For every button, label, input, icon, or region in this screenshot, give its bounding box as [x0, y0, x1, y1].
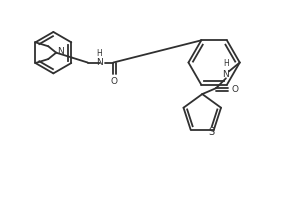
Text: S: S	[209, 127, 215, 137]
Text: N: N	[57, 47, 64, 56]
Text: N: N	[223, 70, 229, 79]
Text: H: H	[223, 59, 229, 68]
Text: O: O	[111, 77, 118, 86]
Text: H: H	[97, 49, 102, 58]
Text: N: N	[96, 58, 103, 67]
Text: O: O	[232, 85, 239, 94]
